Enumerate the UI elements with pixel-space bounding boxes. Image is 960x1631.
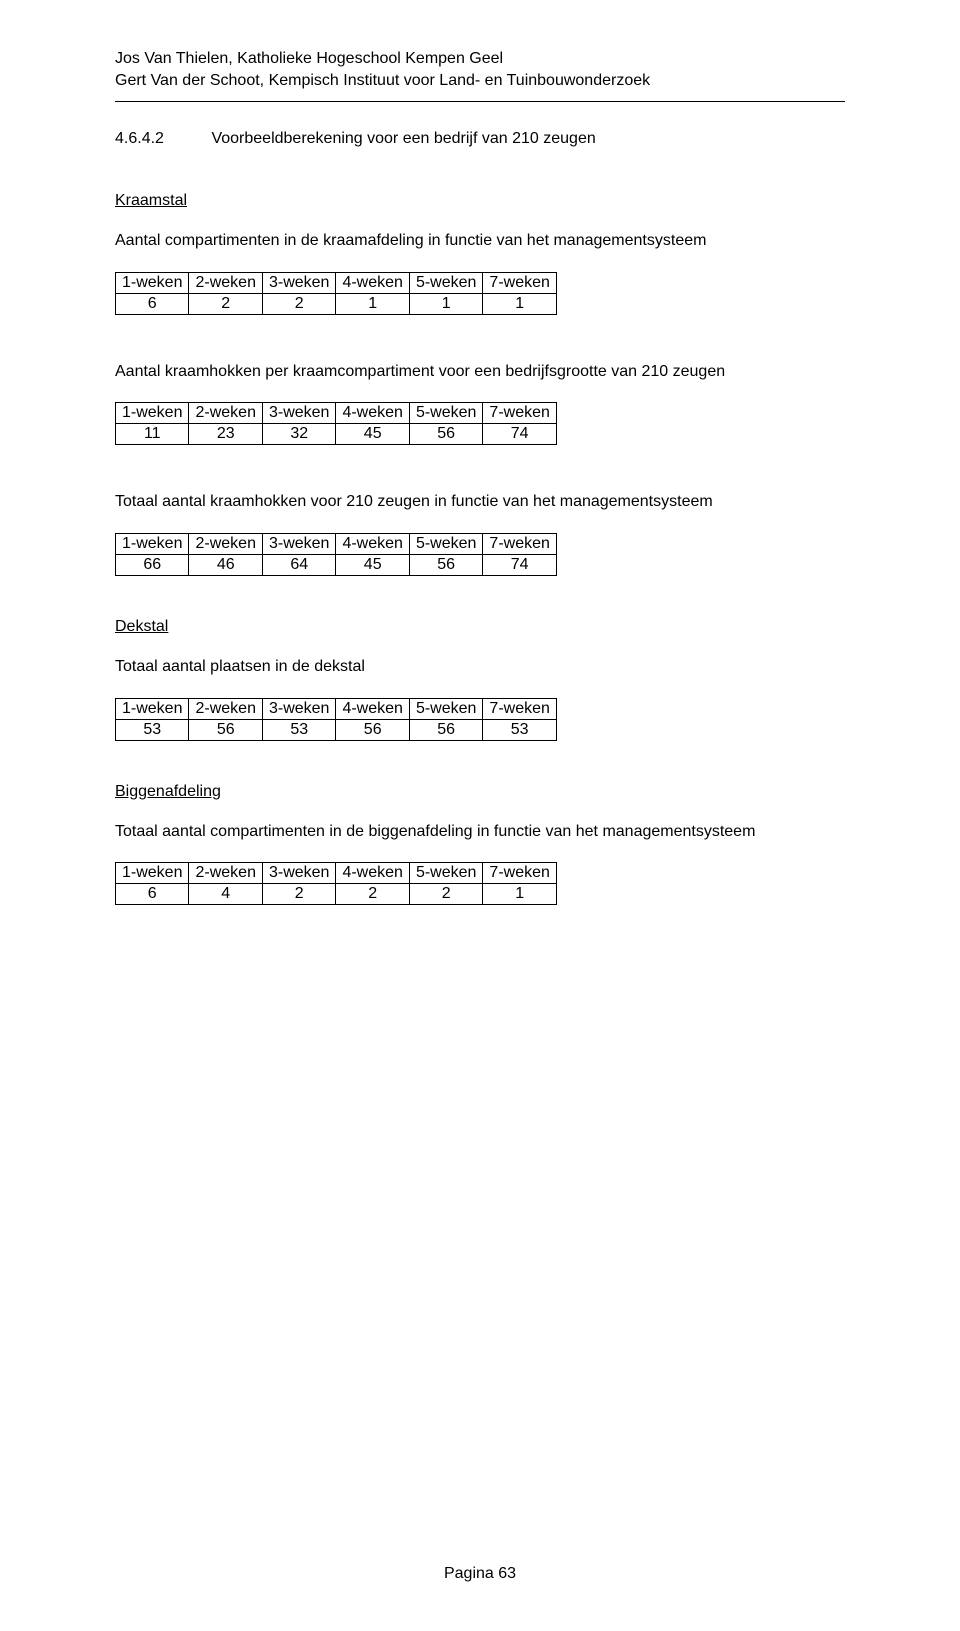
table-cell: 6	[116, 293, 189, 314]
table-header-cell: 3-weken	[262, 272, 335, 293]
table-header-cell: 7-weken	[483, 272, 556, 293]
table-cell: 6	[116, 884, 189, 905]
table-cell: 11	[116, 424, 189, 445]
biggen-table-desc: Totaal aantal compartimenten in de bigge…	[115, 821, 845, 843]
table-cell: 56	[336, 719, 409, 740]
table-header-cell: 5-weken	[409, 272, 482, 293]
table-header-cell: 5-weken	[409, 403, 482, 424]
table-row: 1-weken 2-weken 3-weken 4-weken 5-weken …	[116, 863, 557, 884]
table-row: 1-weken 2-weken 3-weken 4-weken 5-weken …	[116, 698, 557, 719]
dekstal-heading: Dekstal	[115, 618, 845, 636]
table-header-cell: 4-weken	[336, 533, 409, 554]
table-cell: 74	[483, 424, 556, 445]
table-header-cell: 2-weken	[189, 272, 262, 293]
table-cell: 1	[483, 293, 556, 314]
table-cell: 66	[116, 554, 189, 575]
table-header-cell: 2-weken	[189, 698, 262, 719]
section-title: Voorbeeldberekening voor een bedrijf van…	[211, 130, 595, 147]
table-header-cell: 5-weken	[409, 533, 482, 554]
table-header-cell: 1-weken	[116, 863, 189, 884]
kraamstal-table3-desc: Totaal aantal kraamhokken voor 210 zeuge…	[115, 491, 845, 513]
table-row: 1-weken 2-weken 3-weken 4-weken 5-weken …	[116, 272, 557, 293]
kraamstal-table1-desc: Aantal compartimenten in de kraamafdelin…	[115, 230, 845, 252]
page-container: Jos Van Thielen, Katholieke Hogeschool K…	[0, 0, 960, 1631]
table-cell: 1	[483, 884, 556, 905]
table-header-cell: 1-weken	[116, 272, 189, 293]
table-cell: 2	[262, 293, 335, 314]
table-cell: 1	[409, 293, 482, 314]
table-header-cell: 3-weken	[262, 403, 335, 424]
table-header-cell: 2-weken	[189, 533, 262, 554]
table-cell: 56	[189, 719, 262, 740]
table-cell: 64	[262, 554, 335, 575]
table-cell: 23	[189, 424, 262, 445]
table-cell: 45	[336, 424, 409, 445]
table-row: 1-weken 2-weken 3-weken 4-weken 5-weken …	[116, 403, 557, 424]
table-cell: 56	[409, 424, 482, 445]
table-header-cell: 1-weken	[116, 403, 189, 424]
table-row: 53 56 53 56 56 53	[116, 719, 557, 740]
table-header-cell: 3-weken	[262, 698, 335, 719]
header-line-2: Gert Van der Schoot, Kempisch Instituut …	[115, 70, 845, 92]
table-header-cell: 7-weken	[483, 403, 556, 424]
table-row: 1-weken 2-weken 3-weken 4-weken 5-weken …	[116, 533, 557, 554]
document-header: Jos Van Thielen, Katholieke Hogeschool K…	[115, 48, 845, 91]
table-header-cell: 4-weken	[336, 403, 409, 424]
header-line-1: Jos Van Thielen, Katholieke Hogeschool K…	[115, 48, 845, 70]
table-cell: 2	[189, 293, 262, 314]
kraamstal-table1: 1-weken 2-weken 3-weken 4-weken 5-weken …	[115, 272, 557, 315]
header-divider	[115, 101, 845, 102]
table-cell: 1	[336, 293, 409, 314]
table-cell: 2	[409, 884, 482, 905]
page-number: Pagina 63	[444, 1565, 516, 1582]
table-header-cell: 7-weken	[483, 863, 556, 884]
table-header-cell: 4-weken	[336, 272, 409, 293]
section-number: 4.6.4.2	[115, 130, 207, 148]
table-row: 11 23 32 45 56 74	[116, 424, 557, 445]
biggen-table: 1-weken 2-weken 3-weken 4-weken 5-weken …	[115, 862, 557, 905]
table-header-cell: 4-weken	[336, 863, 409, 884]
table-row: 6 2 2 1 1 1	[116, 293, 557, 314]
table-cell: 4	[189, 884, 262, 905]
table-header-cell: 1-weken	[116, 698, 189, 719]
table-header-cell: 2-weken	[189, 403, 262, 424]
table-header-cell: 3-weken	[262, 863, 335, 884]
kraamstal-table2-desc: Aantal kraamhokken per kraamcompartiment…	[115, 361, 845, 383]
table-header-cell: 4-weken	[336, 698, 409, 719]
dekstal-table-desc: Totaal aantal plaatsen in de dekstal	[115, 656, 845, 678]
table-header-cell: 5-weken	[409, 698, 482, 719]
table-header-cell: 5-weken	[409, 863, 482, 884]
table-cell: 53	[116, 719, 189, 740]
table-cell: 56	[409, 554, 482, 575]
biggen-heading: Biggenafdeling	[115, 783, 845, 801]
table-header-cell: 3-weken	[262, 533, 335, 554]
kraamstal-table2: 1-weken 2-weken 3-weken 4-weken 5-weken …	[115, 402, 557, 445]
table-cell: 53	[262, 719, 335, 740]
table-cell: 45	[336, 554, 409, 575]
kraamstal-table3: 1-weken 2-weken 3-weken 4-weken 5-weken …	[115, 533, 557, 576]
section-heading: 4.6.4.2 Voorbeeldberekening voor een bed…	[115, 130, 845, 148]
table-header-cell: 7-weken	[483, 533, 556, 554]
table-row: 6 4 2 2 2 1	[116, 884, 557, 905]
table-header-cell: 7-weken	[483, 698, 556, 719]
table-cell: 2	[262, 884, 335, 905]
table-header-cell: 1-weken	[116, 533, 189, 554]
table-row: 66 46 64 45 56 74	[116, 554, 557, 575]
table-cell: 46	[189, 554, 262, 575]
dekstal-table: 1-weken 2-weken 3-weken 4-weken 5-weken …	[115, 698, 557, 741]
table-cell: 74	[483, 554, 556, 575]
table-cell: 56	[409, 719, 482, 740]
table-header-cell: 2-weken	[189, 863, 262, 884]
kraamstal-heading: Kraamstal	[115, 192, 845, 210]
table-cell: 32	[262, 424, 335, 445]
table-cell: 2	[336, 884, 409, 905]
page-footer: Pagina 63	[0, 1565, 960, 1583]
table-cell: 53	[483, 719, 556, 740]
